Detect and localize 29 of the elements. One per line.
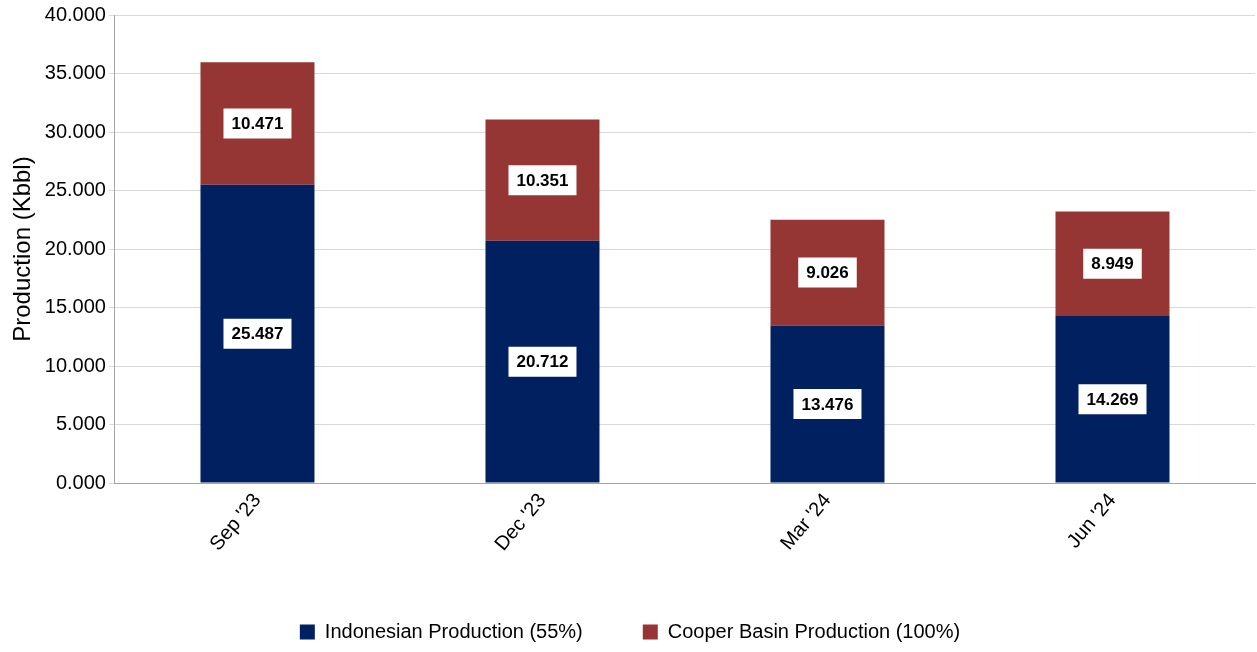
x-tick-label: Dec '23 — [489, 488, 550, 555]
y-tick-label: 0.000 — [55, 470, 106, 493]
bar — [770, 325, 885, 483]
bar — [485, 240, 600, 483]
data-label: 9.026 — [806, 263, 849, 283]
y-tick-label: 25.000 — [44, 178, 106, 201]
bar — [1055, 316, 1170, 483]
data-label: 14.269 — [1086, 390, 1139, 410]
data-label: 10.471 — [231, 114, 284, 134]
data-label: 13.476 — [801, 394, 854, 414]
y-tick-label: 20.000 — [44, 236, 106, 259]
x-tick-label: Jun '24 — [1061, 488, 1120, 552]
y-tick-label: 35.000 — [44, 61, 106, 84]
bar — [200, 62, 315, 185]
data-label: 25.487 — [231, 324, 284, 344]
data-label: 10.351 — [516, 170, 569, 190]
legend-label: Indonesian Production (55%) — [324, 619, 583, 642]
y-tick-label: 15.000 — [44, 295, 106, 318]
y-tick-label: 10.000 — [44, 353, 106, 376]
y-axis-title: Production (Kbbl) — [8, 156, 36, 342]
data-label: 20.712 — [516, 352, 569, 372]
bar — [200, 184, 315, 483]
x-tick-label: Sep '23 — [204, 488, 265, 555]
y-tick-label: 40.000 — [44, 2, 106, 25]
y-tick-label: 5.000 — [55, 412, 106, 435]
legend-label: Cooper Basin Production (100%) — [667, 619, 961, 642]
y-tick-label: 30.000 — [44, 119, 106, 142]
x-tick-label: Mar '24 — [775, 488, 835, 554]
data-label: 8.949 — [1091, 254, 1134, 274]
